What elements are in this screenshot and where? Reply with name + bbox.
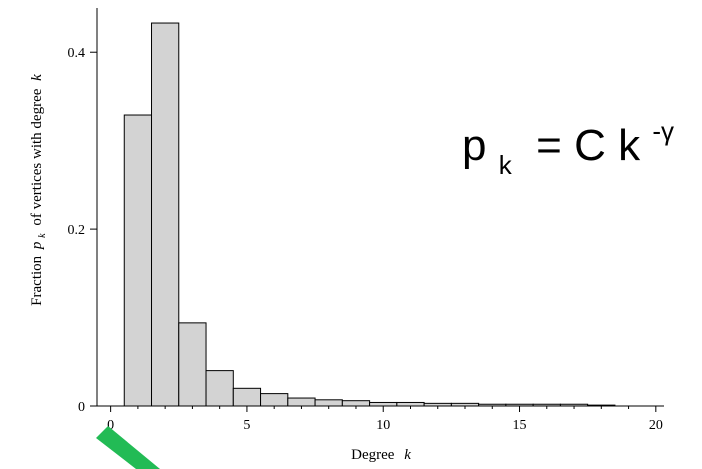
bar-k-8 [314,399,343,407]
formula-sub: k [499,150,513,180]
axes-layer [96,8,664,407]
y-tick-label-0.4: 0.4 [68,46,86,61]
bar-k-5 [232,387,262,407]
x-tick-label-0: 0 [107,418,114,433]
bar-k-10 [369,401,398,407]
x-axis-title: Degree k [351,447,411,463]
bar-k-4 [205,370,234,407]
x-tick-label-5: 5 [243,418,250,433]
y-axis-title-var: p [29,241,45,250]
x-axis-title-var: k [404,447,411,463]
formula-annotation: p k = C k -γ [462,116,674,184]
bar-k-3 [178,322,207,407]
formula-sup: -γ [652,116,674,146]
bar-k-11 [396,401,425,407]
bar-k-9 [341,400,371,407]
y-axis-title-prefix: Fraction [29,255,45,305]
y-tick-label-0.2: 0.2 [68,223,86,238]
y-axis-title-suffix-var: k [29,74,45,81]
green-arrow-shape [96,426,160,469]
x-tick-label-15: 15 [513,418,527,433]
formula-base: p [462,121,486,170]
y-tick-label-0: 0 [78,400,85,415]
bar-k-2 [151,22,180,407]
formula-middle: = C k [524,121,641,170]
bar-k-1 [123,114,153,407]
y-axis-title-suffix: of vertices with degree [29,88,45,225]
x-tick-label-20: 20 [649,418,663,433]
bar-k-7 [287,397,316,407]
bar-k-6 [260,393,289,407]
ticks-layer: 0 5 10 15 20 0 0.2 0.4 [68,46,663,433]
x-axis-title-prefix: Degree [351,447,395,463]
y-axis-title: Fraction p k of vertices with degree k [29,74,49,306]
x-tick-label-10: 10 [376,418,390,433]
bars-layer [123,22,616,407]
y-axis-title-sub: k [37,233,48,238]
